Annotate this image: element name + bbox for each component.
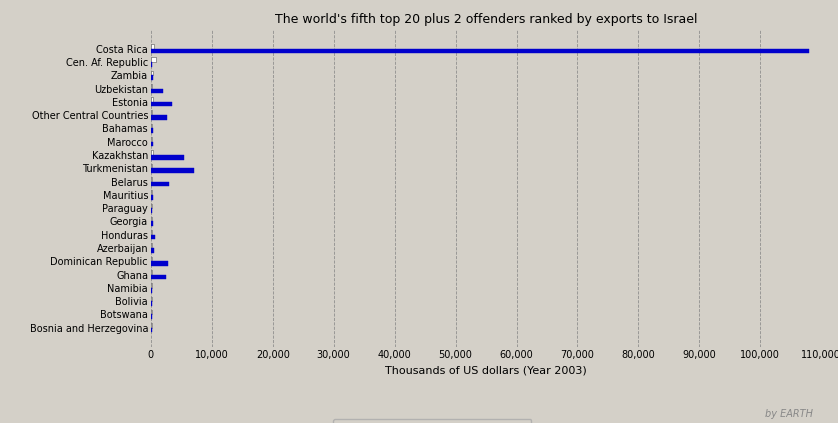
Text: by EARTH: by EARTH — [765, 409, 813, 419]
Bar — [151, 181, 169, 186]
Bar — [151, 142, 153, 146]
Bar — [151, 297, 152, 301]
X-axis label: Thousands of US dollars (Year 2003): Thousands of US dollars (Year 2003) — [385, 365, 587, 375]
Bar — [151, 150, 153, 155]
Bar — [151, 168, 194, 173]
Bar — [151, 129, 153, 133]
Bar — [151, 283, 152, 288]
Title: The world's fifth top 20 plus 2 offenders ranked by exports to Israel: The world's fifth top 20 plus 2 offender… — [275, 13, 697, 26]
Bar — [151, 270, 152, 275]
Bar — [151, 328, 152, 332]
Bar — [151, 62, 152, 67]
Bar — [151, 190, 152, 195]
Bar — [151, 137, 152, 142]
Bar — [151, 164, 152, 168]
Bar — [151, 115, 168, 120]
Bar — [151, 323, 152, 328]
Bar — [151, 195, 153, 200]
Bar — [151, 235, 155, 239]
Bar — [151, 155, 184, 159]
Bar — [151, 230, 152, 235]
Legend: Israeli Imports, Israeli Exports: Israeli Imports, Israeli Exports — [334, 419, 531, 423]
Bar — [151, 75, 153, 80]
Bar — [151, 110, 152, 115]
Bar — [151, 314, 152, 319]
Bar — [151, 58, 156, 62]
Bar — [151, 288, 152, 293]
Bar — [151, 177, 152, 181]
Bar — [151, 261, 168, 266]
Bar — [151, 275, 166, 279]
Bar — [151, 222, 153, 226]
Bar — [151, 84, 153, 88]
Bar — [151, 310, 152, 314]
Bar — [151, 217, 152, 222]
Bar — [151, 257, 152, 261]
Bar — [151, 248, 154, 253]
Bar — [151, 88, 163, 93]
Bar — [151, 102, 172, 107]
Bar — [151, 71, 153, 75]
Bar — [151, 97, 153, 102]
Bar — [151, 208, 152, 213]
Bar — [151, 49, 809, 53]
Bar — [151, 44, 154, 49]
Bar — [151, 203, 152, 208]
Bar — [151, 301, 152, 306]
Bar — [151, 124, 153, 129]
Bar — [151, 243, 152, 248]
